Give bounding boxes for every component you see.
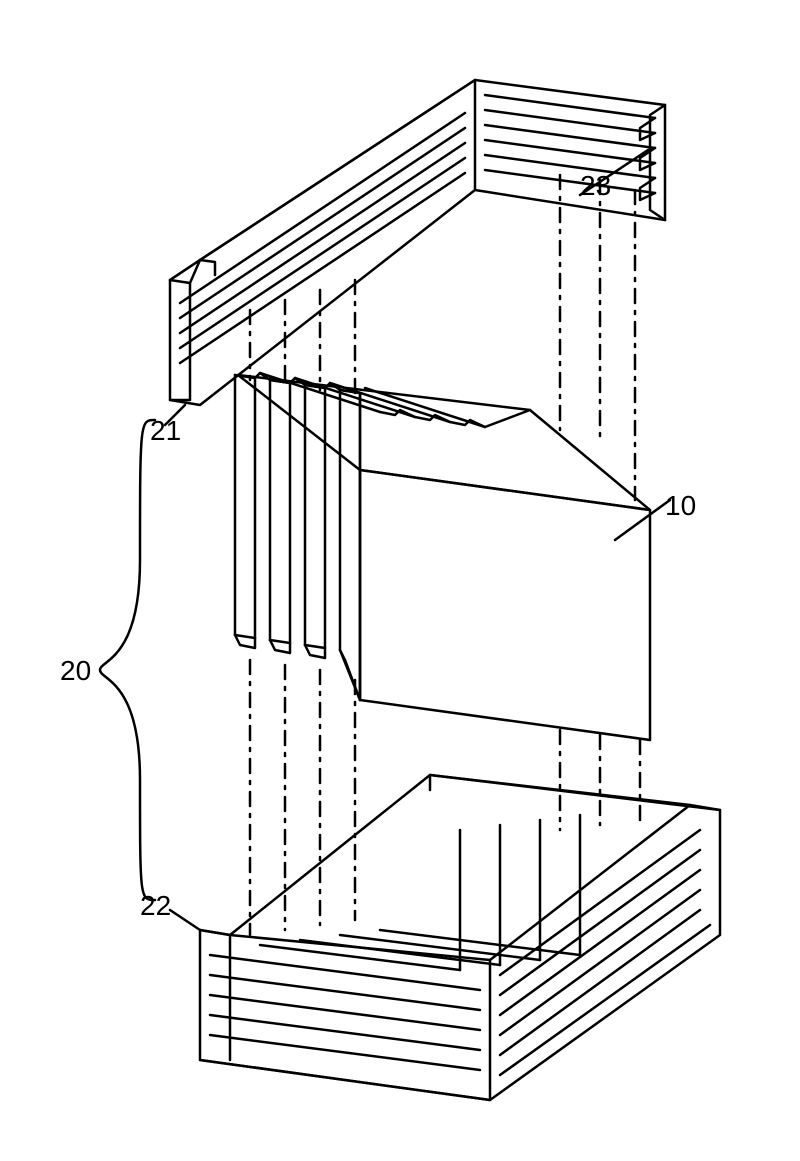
label-20: 20 bbox=[60, 655, 91, 686]
label-22: 22 bbox=[140, 890, 171, 921]
label-23: 23 bbox=[580, 170, 611, 201]
label-21: 21 bbox=[150, 415, 181, 446]
label-10: 10 bbox=[665, 490, 696, 521]
diagram: 23 10 21 22 20 bbox=[0, 0, 800, 1161]
